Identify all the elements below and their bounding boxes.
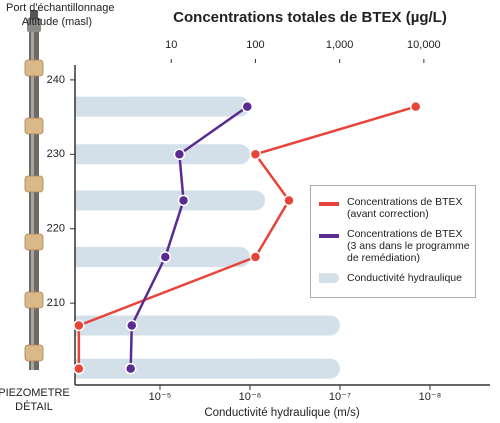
conductivity-bar xyxy=(75,190,266,211)
conductivity-bar xyxy=(75,358,340,379)
legend-entry: Conductivité hydraulique xyxy=(319,272,462,284)
top-tick-label: 1,000 xyxy=(326,39,354,51)
y-axis-title: Altitude (masl) xyxy=(22,16,92,28)
data-point xyxy=(73,362,85,375)
legend-swatch xyxy=(319,234,339,238)
x-tick-label: 10⁻⁶ xyxy=(239,391,262,403)
data-point xyxy=(126,319,138,332)
data-point xyxy=(159,251,172,263)
legend-entry: Concentrations de BTEX (3 ans dans le pr… xyxy=(319,228,470,264)
y-tick-label: 220 xyxy=(47,223,65,235)
chart-title: Concentrations totales de BTEX (µg/L) xyxy=(173,9,447,26)
top-tick-label: 10,000 xyxy=(407,39,441,51)
legend-swatch xyxy=(319,273,339,283)
conductivity-bar xyxy=(75,315,340,336)
data-point xyxy=(177,194,190,207)
x-axis-title: Conductivité hydraulique (m/s) xyxy=(204,407,359,419)
data-point xyxy=(249,251,262,263)
piezometer-label: PIEZOMETRE xyxy=(0,387,70,399)
data-point xyxy=(283,194,295,207)
legend-label: Concentrations de BTEX (avant correction… xyxy=(347,196,463,220)
conductivity-bar xyxy=(75,96,250,117)
data-point xyxy=(124,362,137,375)
legend-label: Conductivité hydraulique xyxy=(347,272,462,284)
legend-label: Concentrations de BTEX (3 ans dans le pr… xyxy=(347,228,470,264)
legend-entry: Concentrations de BTEX (avant correction… xyxy=(319,196,463,220)
x-tick-label: 10⁻⁵ xyxy=(149,391,172,403)
top-tick-label: 100 xyxy=(246,39,264,51)
top-tick-label: 10 xyxy=(165,39,177,51)
x-tick-label: 10⁻⁷ xyxy=(329,391,351,403)
data-point xyxy=(409,100,422,113)
series-line xyxy=(129,105,248,369)
piezometer-label: DÉTAIL xyxy=(15,400,53,413)
y-tick-label: 210 xyxy=(47,297,65,309)
data-point xyxy=(73,319,85,332)
legend: Concentrations de BTEX (avant correction… xyxy=(310,185,476,298)
data-point xyxy=(173,148,186,161)
legend-swatch xyxy=(319,202,339,206)
conductivity-bar xyxy=(75,144,250,165)
y-tick-label: 240 xyxy=(47,74,65,86)
data-point xyxy=(241,100,254,113)
x-tick-label: 10⁻⁸ xyxy=(419,391,442,403)
series-line xyxy=(77,105,417,369)
data-point xyxy=(249,148,262,161)
piezometer xyxy=(24,10,44,370)
y-tick-label: 230 xyxy=(47,148,65,160)
port-label: Port d'échantillonnage xyxy=(6,2,115,14)
